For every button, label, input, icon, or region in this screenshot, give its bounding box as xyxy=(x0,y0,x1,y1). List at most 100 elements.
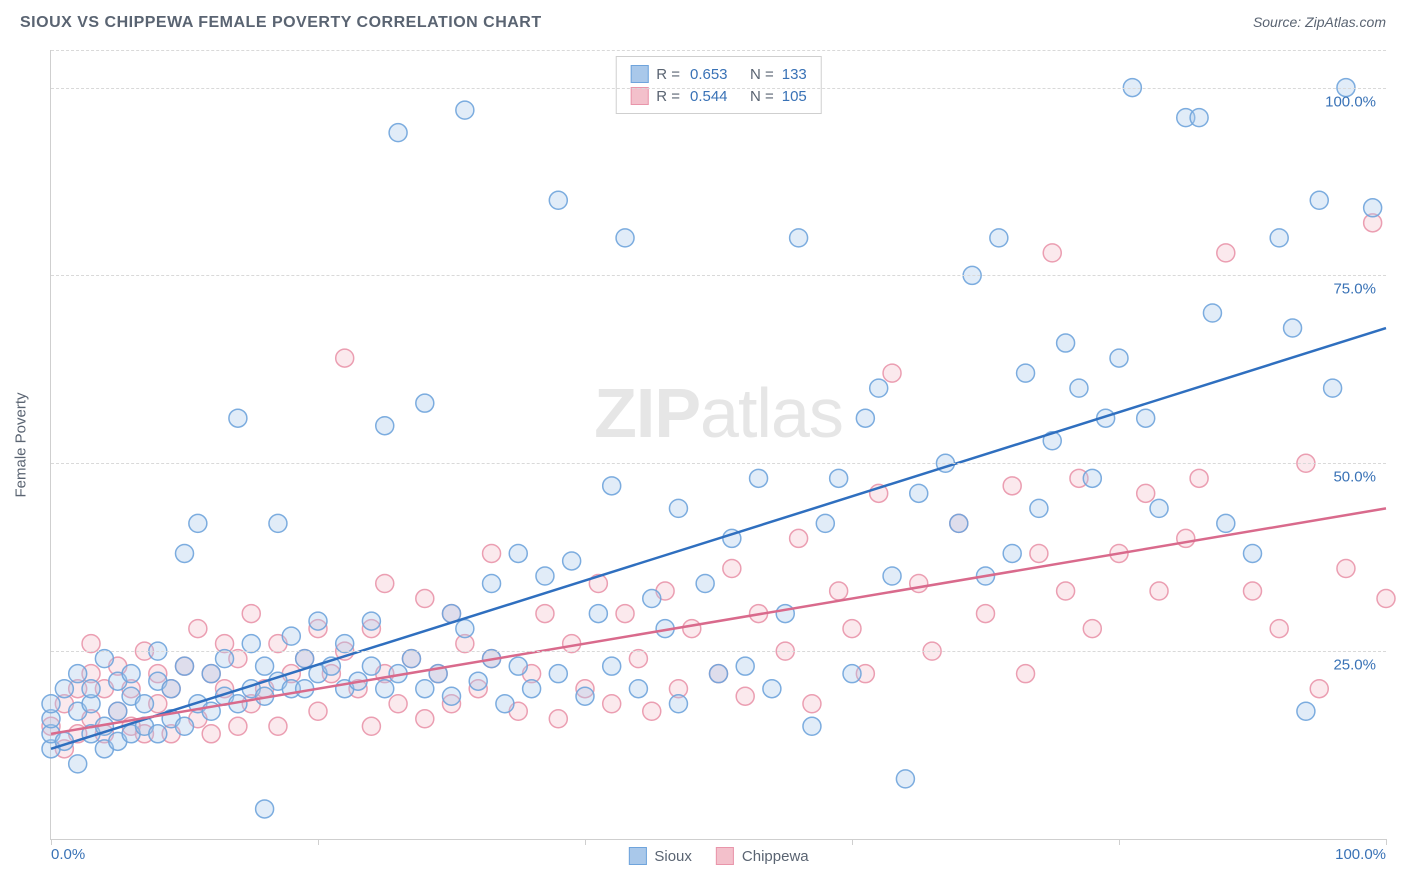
stats-box: R = 0.653 N = 133 R = 0.544 N = 105 xyxy=(615,56,822,114)
scatter-point xyxy=(1364,199,1382,217)
scatter-point xyxy=(616,605,634,623)
scatter-point xyxy=(1030,544,1048,562)
scatter-point xyxy=(643,702,661,720)
y-tick-label: 75.0% xyxy=(1333,281,1376,298)
scatter-point xyxy=(1150,499,1168,517)
scatter-point xyxy=(416,680,434,698)
scatter-point xyxy=(82,635,100,653)
scatter-point xyxy=(977,605,995,623)
scatter-point xyxy=(216,650,234,668)
scatter-point xyxy=(469,672,487,690)
scatter-point xyxy=(496,695,514,713)
scatter-point xyxy=(242,635,260,653)
x-tick xyxy=(585,839,586,845)
scatter-point xyxy=(549,710,567,728)
scatter-point xyxy=(549,665,567,683)
scatter-point xyxy=(135,695,153,713)
scatter-point xyxy=(82,680,100,698)
scatter-point xyxy=(162,680,180,698)
scatter-point xyxy=(362,717,380,735)
scatter-point xyxy=(176,657,194,675)
scatter-point xyxy=(1270,620,1288,638)
scatter-point xyxy=(202,725,220,743)
scatter-point xyxy=(256,800,274,818)
scatter-point xyxy=(1337,559,1355,577)
chart-container: SIOUX VS CHIPPEWA FEMALE POVERTY CORRELA… xyxy=(0,0,1406,892)
scatter-point xyxy=(1297,702,1315,720)
scatter-point xyxy=(696,575,714,593)
x-tick-label: 100.0% xyxy=(1335,846,1386,863)
y-tick-label: 25.0% xyxy=(1333,657,1376,674)
r-value-sioux: 0.653 xyxy=(690,66,736,83)
scatter-point xyxy=(1110,349,1128,367)
scatter-point xyxy=(416,710,434,728)
scatter-point xyxy=(776,605,794,623)
scatter-point xyxy=(1083,469,1101,487)
scatter-point xyxy=(629,680,647,698)
scatter-point xyxy=(816,514,834,532)
scatter-point xyxy=(122,665,140,683)
stats-row-sioux: R = 0.653 N = 133 xyxy=(630,63,807,85)
scatter-point xyxy=(523,680,541,698)
scatter-point xyxy=(55,680,73,698)
n-label: N = xyxy=(750,66,774,83)
scatter-point xyxy=(1137,484,1155,502)
scatter-point xyxy=(1137,409,1155,427)
scatter-point xyxy=(296,650,314,668)
scatter-point xyxy=(376,680,394,698)
scatter-point xyxy=(1217,514,1235,532)
y-axis-title: Female Poverty xyxy=(13,392,30,497)
scatter-point xyxy=(256,657,274,675)
scatter-point xyxy=(269,514,287,532)
scatter-point xyxy=(336,349,354,367)
scatter-point xyxy=(643,590,661,608)
x-tick xyxy=(51,839,52,845)
scatter-point xyxy=(336,635,354,653)
legend-label-sioux: Sioux xyxy=(654,848,692,865)
legend-label-chippewa: Chippewa xyxy=(742,848,809,865)
scatter-point xyxy=(1190,469,1208,487)
x-tick xyxy=(1119,839,1120,845)
scatter-point xyxy=(69,665,87,683)
scatter-point xyxy=(1003,477,1021,495)
scatter-point xyxy=(536,605,554,623)
scatter-point xyxy=(1030,499,1048,517)
r-label: R = xyxy=(656,88,680,105)
scatter-point xyxy=(669,695,687,713)
scatter-point xyxy=(589,605,607,623)
scatter-point xyxy=(229,409,247,427)
swatch-sioux xyxy=(630,65,648,83)
scatter-point xyxy=(603,477,621,495)
scatter-point xyxy=(710,665,728,683)
n-value-sioux: 133 xyxy=(782,66,807,83)
x-tick xyxy=(852,839,853,845)
scatter-point xyxy=(683,620,701,638)
gridline xyxy=(51,50,1386,51)
gridline xyxy=(51,275,1386,276)
scatter-point xyxy=(269,717,287,735)
scatter-point xyxy=(176,717,194,735)
scatter-point xyxy=(830,469,848,487)
scatter-point xyxy=(736,657,754,675)
scatter-point xyxy=(856,409,874,427)
scatter-point xyxy=(1324,379,1342,397)
gridline xyxy=(51,463,1386,464)
gridline xyxy=(51,88,1386,89)
scatter-point xyxy=(309,612,327,630)
gridline xyxy=(51,651,1386,652)
legend-item-sioux: Sioux xyxy=(628,847,692,865)
plot-area: Female Poverty ZIPatlas R = 0.653 N = 13… xyxy=(50,50,1386,840)
scatter-point xyxy=(536,567,554,585)
scatter-point xyxy=(883,364,901,382)
scatter-point xyxy=(149,725,167,743)
scatter-point xyxy=(803,695,821,713)
legend-swatch-sioux xyxy=(628,847,646,865)
scatter-point xyxy=(416,394,434,412)
scatter-point xyxy=(603,695,621,713)
scatter-point xyxy=(843,665,861,683)
scatter-point xyxy=(883,567,901,585)
scatter-point xyxy=(95,650,113,668)
scatter-point xyxy=(389,695,407,713)
scatter-point xyxy=(416,590,434,608)
source-label: Source: ZipAtlas.com xyxy=(1253,14,1386,30)
